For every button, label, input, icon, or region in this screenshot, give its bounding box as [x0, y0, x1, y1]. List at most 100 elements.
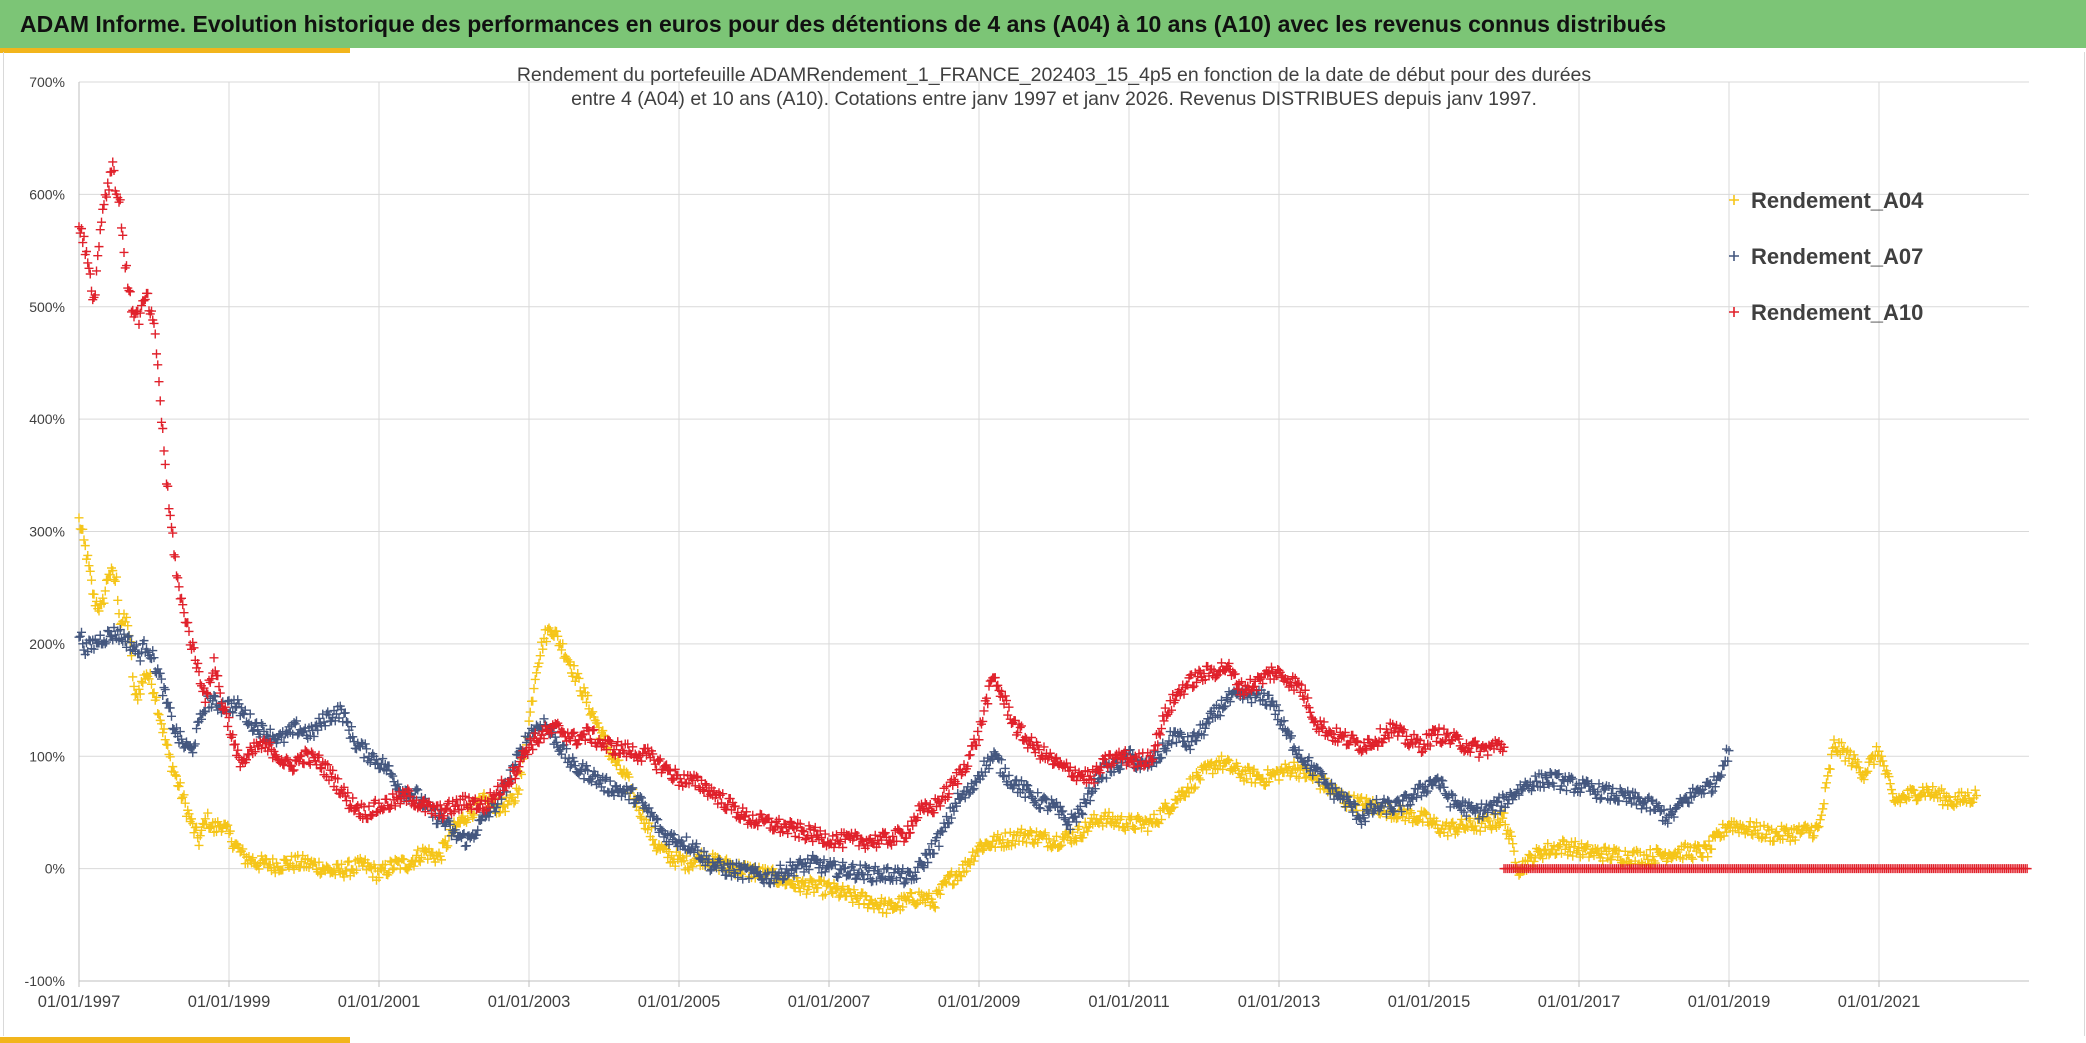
rendement_a04-point — [1649, 856, 1659, 866]
rendement_a04-point — [227, 837, 236, 847]
rendement_a04-point — [1888, 789, 1898, 799]
rendement_a07-point — [873, 866, 883, 876]
rendement_a07-point — [867, 877, 876, 887]
rendement_a04-point — [800, 878, 810, 888]
rendement_a07-point — [804, 865, 814, 875]
rendement_a07-point — [765, 879, 775, 889]
rendement_a04-point — [813, 883, 823, 893]
rendement_a07-point — [163, 697, 173, 707]
rendement_a04-point — [409, 861, 419, 871]
rendement_a10-point — [184, 626, 194, 636]
rendement_a04-point — [352, 865, 361, 875]
rendement_a07-point — [887, 873, 896, 883]
rendement_a07-point — [797, 860, 806, 870]
rendement_a07-point — [934, 841, 944, 851]
rendement_a07-point — [942, 812, 951, 822]
rendement_a04-point — [1083, 826, 1093, 836]
rendement_a07-point — [493, 799, 503, 809]
rendement_a07-point — [650, 821, 660, 831]
rendement_a04-point — [905, 888, 915, 898]
rendement_a07-point — [135, 656, 145, 666]
rendement_a04-point — [1480, 822, 1490, 832]
rendement_a04-point — [912, 899, 921, 909]
rendement_a04-point — [1242, 774, 1251, 784]
rendement_a10-point — [158, 423, 168, 433]
rendement_a07-point — [844, 870, 854, 880]
rendement_a04-point — [987, 841, 996, 851]
rendement_a04-point — [529, 684, 539, 694]
rendement_a07-point — [139, 636, 149, 646]
rendement_a04-point — [89, 589, 99, 599]
rendement_a04-point — [934, 885, 944, 895]
rendement_a07-point — [165, 703, 175, 713]
rendement_a04-point — [510, 796, 520, 806]
rendement_a04-point — [1027, 828, 1036, 838]
rendement_a07-point — [705, 866, 715, 876]
rendement_a07-point — [608, 786, 618, 796]
rendement_a04-point — [1392, 814, 1401, 824]
rendement_a04-point — [98, 593, 108, 603]
rendement_a04-point — [149, 688, 159, 698]
rendement_a04-point — [1769, 836, 1779, 846]
rendement_a04-point — [284, 862, 294, 872]
rendement_a07-point — [570, 761, 580, 771]
rendement_a07-point — [1033, 788, 1043, 798]
rendement_a04-point — [337, 859, 346, 869]
rendement_a04-point — [80, 541, 90, 551]
rendement_a07-point — [898, 864, 908, 874]
rendement_a04-point — [100, 586, 110, 596]
rendement_a04-point — [469, 810, 479, 820]
rendement_a04-point — [929, 902, 939, 912]
rendement_a07-point — [362, 744, 371, 754]
rendement_a04-point — [179, 790, 189, 800]
rendement_a04-point — [117, 618, 126, 628]
rendement_a10-point — [160, 459, 170, 469]
rendement_a04-point — [904, 895, 914, 905]
rendement_a04-point — [1702, 843, 1711, 853]
rendement_a04-point — [1648, 852, 1658, 862]
rendement_a07-point — [799, 867, 809, 877]
rendement_a04-point — [1958, 796, 1968, 806]
rendement_a07-point — [100, 639, 110, 649]
rendement_a04-point — [189, 828, 199, 838]
rendement_a07-point — [1318, 769, 1328, 779]
rendement_a07-point — [177, 734, 186, 744]
rendement_a07-point — [1072, 817, 1081, 827]
rendement_a07-point — [664, 839, 674, 849]
rendement_a04-point — [998, 835, 1008, 845]
rendement_a04-point — [1589, 851, 1599, 861]
rendement_a04-point — [1072, 836, 1081, 846]
rendement_a07-point — [783, 870, 793, 880]
rendement_a04-point — [524, 716, 534, 726]
rendement_a04-point — [682, 851, 691, 861]
rendement_a04-point — [944, 872, 954, 882]
rendement_a04-point — [365, 862, 375, 872]
rendement_a10-point — [169, 550, 179, 560]
rendement_a04-point — [1823, 771, 1833, 781]
rendement_a07-point — [729, 867, 739, 877]
rendement_a07-point — [1012, 775, 1021, 785]
rendement_a07-point — [462, 841, 471, 851]
rendement_a07-point — [857, 868, 866, 878]
rendement_a04-point — [85, 566, 95, 576]
rendement_a04-point — [849, 885, 859, 895]
rendement_a04-point — [1498, 813, 1508, 823]
rendement_a07-point — [124, 631, 134, 641]
y-tick-label: 100% — [29, 748, 65, 764]
rendement_a04-point — [134, 684, 144, 694]
x-tick-label: 01/01/2017 — [1538, 993, 1621, 1011]
rendement_a04-point — [1484, 816, 1494, 826]
rendement_a07-point — [569, 756, 579, 766]
rendement_a07-point — [433, 819, 443, 829]
rendement_a04-point — [599, 730, 609, 740]
rendement_a04-point — [795, 887, 805, 897]
page-title: ADAM Informe. Evolution historique des p… — [20, 10, 1667, 37]
legend-label: Rendement_A04 — [1751, 188, 1924, 213]
rendement_a04-point — [1558, 835, 1568, 845]
rendement_a04-point — [1554, 842, 1564, 852]
rendement_a04-point — [1884, 772, 1894, 782]
rendement_a10-point — [163, 481, 173, 491]
rendement_a07-point — [883, 863, 893, 873]
rendement_a07-point — [820, 867, 830, 877]
accent-bar-top — [0, 48, 350, 53]
